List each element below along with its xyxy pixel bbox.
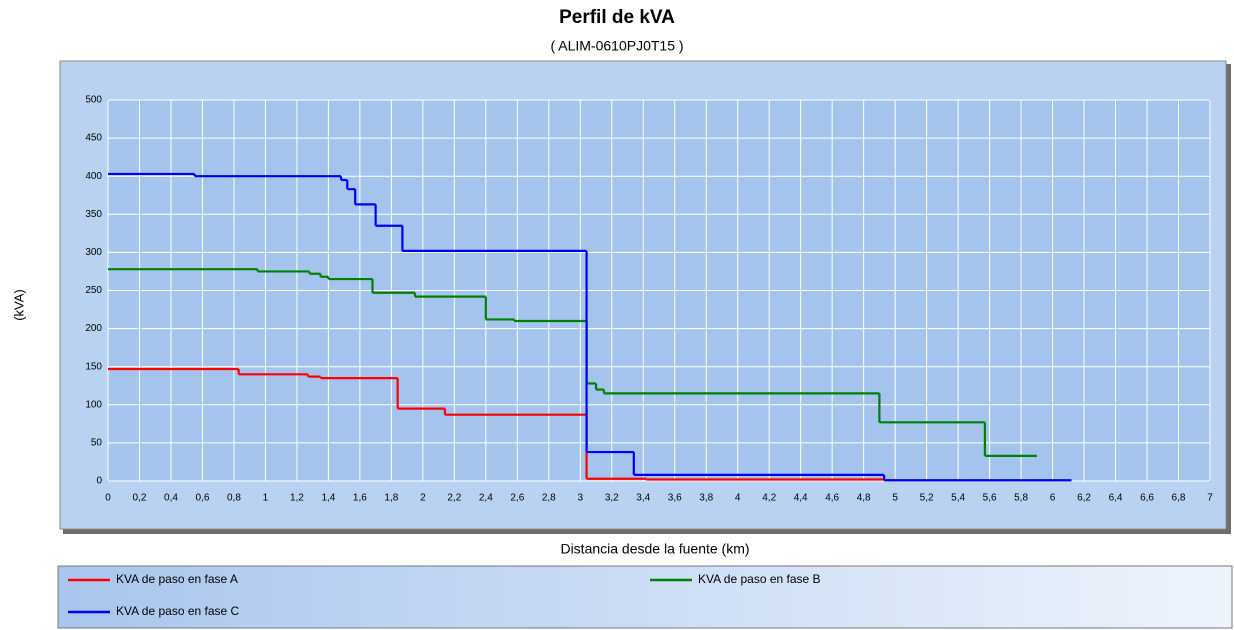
chart-title: Perfil de kVA [559, 7, 675, 28]
x-tick-label: 5,4 [951, 493, 965, 504]
y-tick-label: 350 [85, 209, 102, 220]
x-tick-label: 4 [735, 493, 741, 504]
x-tick-label: 3 [578, 493, 584, 504]
chart-subtitle: ( ALIM-0610PJ0T15 ) [550, 38, 683, 54]
x-tick-label: 2,6 [510, 493, 524, 504]
y-tick-label: 450 [85, 133, 102, 144]
x-tick-label: 4,6 [825, 493, 839, 504]
x-tick-label: 2,4 [479, 493, 493, 504]
y-axis-label: (kVA) [11, 289, 26, 321]
legend-items: KVA de paso en fase A KVA de paso en fase… [68, 572, 821, 618]
x-tick-label: 6,4 [1109, 493, 1123, 504]
x-tick-label: 0,6 [196, 493, 210, 504]
x-tick-label: 6,6 [1140, 493, 1154, 504]
x-tick-label: 4,4 [794, 493, 808, 504]
x-tick-label: 6 [1050, 493, 1056, 504]
x-axis-label: Distancia desde la fuente (km) [560, 541, 749, 557]
x-tick-label: 2,2 [447, 493, 461, 504]
x-tick-label: 7 [1207, 493, 1213, 504]
x-tick-label: 4,2 [762, 493, 776, 504]
x-tick-label: 5,8 [1014, 493, 1028, 504]
x-tick-label: 2 [420, 493, 426, 504]
x-tick-label: 0,4 [164, 493, 178, 504]
legend [57, 565, 1233, 629]
grid [107, 99, 1211, 482]
y-tick-label: 500 [85, 95, 102, 106]
x-tick-label: 0,8 [227, 493, 241, 504]
legend-label: KVA de paso en fase C [116, 604, 240, 618]
x-tick-label: 4,8 [857, 493, 871, 504]
x-tick-label: 5 [892, 493, 898, 504]
y-tick-label: 50 [91, 438, 103, 449]
tick-layer: 0 50 100 150 200 250 300 350 400 450 500 0 0,2 0,4 0,6… [85, 95, 1213, 504]
x-tick-label: 1,8 [384, 493, 398, 504]
y-tick-label: 100 [85, 399, 102, 410]
y-tick-label: 150 [85, 361, 102, 372]
x-tick-label: 2,8 [542, 493, 556, 504]
legend-label: KVA de paso en fase B [698, 572, 821, 586]
x-tick-label: 3,6 [668, 493, 682, 504]
x-tick-label: 3,2 [605, 493, 619, 504]
x-tick-label: 1,6 [353, 493, 367, 504]
legend-label: KVA de paso en fase A [116, 572, 238, 586]
y-tick-label: 300 [85, 247, 102, 258]
y-tick-label: 250 [85, 285, 102, 296]
x-tick-label: 6,8 [1172, 493, 1186, 504]
x-tick-label: 0,2 [133, 493, 147, 504]
x-tick-label: 1,2 [290, 493, 304, 504]
x-tick-label: 3,4 [636, 493, 650, 504]
x-tick-label: 5,2 [920, 493, 934, 504]
x-tick-label: 1 [263, 493, 269, 504]
x-tick-label: 5,6 [983, 493, 997, 504]
y-tick-label: 0 [96, 476, 102, 487]
series-layer [108, 172, 1072, 482]
x-tick-label: 3,8 [699, 493, 713, 504]
y-tick-label: 400 [85, 171, 102, 182]
x-tick-label: 1,4 [321, 493, 335, 504]
x-tick-label: 0 [105, 493, 111, 504]
x-tick-label: 6,2 [1077, 493, 1091, 504]
y-tick-label: 200 [85, 323, 102, 334]
